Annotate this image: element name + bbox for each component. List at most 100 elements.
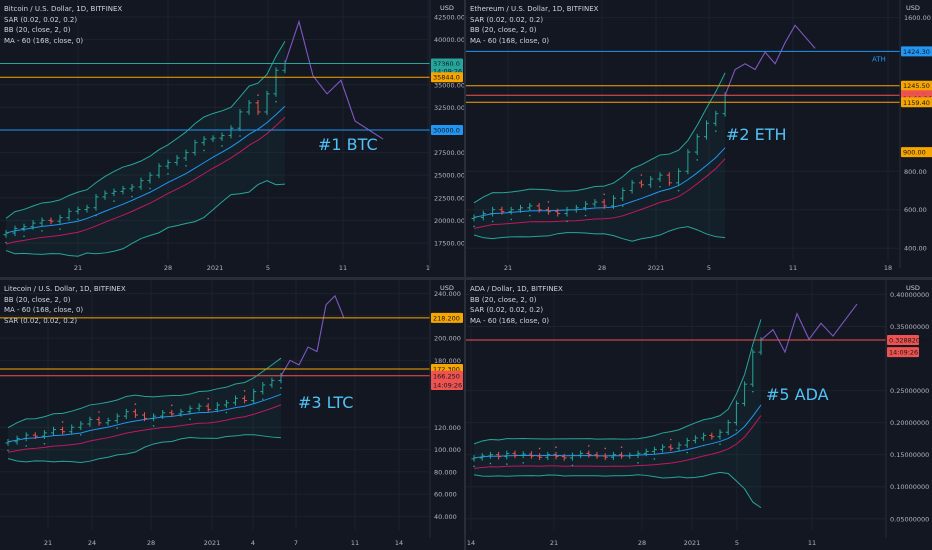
price-tick-label: 1600.00 [904, 14, 931, 22]
price-tag: 1159.40 [901, 97, 932, 108]
sar-dot [116, 427, 118, 429]
price-tag-bg [887, 347, 919, 358]
sar-dot [239, 135, 241, 137]
price-tick-label: 35000.00 [434, 81, 464, 89]
eth-chart-panel[interactable]: 1600.00 800.00 600.00 400.00 21 28 2021 5 11 18 14… [466, 0, 932, 277]
date-tick-label: 4 [251, 539, 255, 547]
date-tick-label: 18 [884, 264, 892, 272]
date-tick-label: 11 [808, 539, 816, 547]
price-tag: 166.250 [431, 370, 463, 381]
price-tick-label: 100.000 [434, 446, 461, 454]
sar-dot [7, 449, 9, 452]
bollinger-band-fill [8, 358, 281, 463]
date-tick-label: 2021 [204, 539, 221, 547]
ath-label: ATH [872, 55, 886, 63]
price-tag-label: 14:09:26 [433, 381, 462, 389]
legend-indicator: SAR (0.02, 0.02, 0.2) [4, 316, 78, 325]
date-tick-label: 11 [789, 264, 797, 272]
price-tag-label: 900.00 [903, 149, 926, 157]
candles [471, 92, 728, 228]
sar-dot [715, 130, 717, 132]
ada-chart-svg[interactable]: 0.40000000 0.35000000 0.25000000 0.20000000… [466, 280, 932, 550]
date-tick-label: 2021 [207, 264, 224, 272]
sar-dot [571, 464, 574, 467]
bollinger-band-fill [6, 41, 285, 257]
legend-indicator: SAR (0.02, 0.02, 0.2) [470, 15, 544, 24]
date-tick-label: 24 [88, 539, 96, 547]
legend-indicator: BB (20, close, 2, 0) [4, 295, 71, 304]
legend-indicator: MA - 60 (168, close, 0) [470, 316, 550, 325]
date-tick-label: 1 [426, 264, 430, 272]
price-tag-label: 14:09:26 [433, 67, 462, 75]
projection-path [724, 24, 816, 96]
price-tick-label: 60.000 [434, 491, 457, 499]
sar-dot [604, 447, 606, 450]
price-tag-label: 172.300 [433, 366, 460, 374]
price-tag-bg [431, 312, 463, 323]
levels [0, 62, 430, 131]
price-tick-label: 240.000 [434, 290, 461, 298]
price-tag-label: 166.250 [433, 372, 460, 380]
sar-dot [473, 465, 475, 468]
date-tick-label: 28 [147, 539, 155, 547]
price-tick-label: 0.25000000 [890, 387, 929, 395]
price-tag: 30000.0 [431, 125, 463, 135]
sar-dot [529, 214, 531, 217]
date-tick-label: 21 [44, 539, 52, 547]
btc-chart-svg[interactable]: 42500.00 40000.00 35000.00 32500.00 27500.00… [0, 0, 464, 277]
sar-dot [622, 205, 624, 207]
ltc-chart-svg[interactable]: 240.000220.000200.000180.000120.000100.0… [0, 280, 464, 550]
sar-dot [95, 214, 97, 217]
date-tick-label: 5 [735, 539, 739, 547]
sar-dot [702, 444, 705, 447]
price-tick-label: 200.000 [434, 335, 461, 343]
price-tick-label: 32500.00 [434, 104, 464, 112]
projection-path [280, 294, 345, 377]
price-tick-label: 800.00 [904, 168, 927, 176]
date-tick-label: 28 [638, 539, 646, 547]
price-tick-label: 80.000 [434, 468, 457, 476]
sar-dot [686, 451, 688, 454]
price-tag: 14:09:26 [887, 347, 919, 358]
price-tick-label: 0.10000000 [890, 483, 929, 491]
panel-divider-horizontal[interactable] [0, 277, 932, 280]
bollinger-lower [7, 434, 282, 463]
candles [5, 372, 284, 452]
ltc-chart-panel[interactable]: 240.000220.000200.000180.000120.000100.0… [0, 280, 464, 550]
sar-dot [637, 462, 639, 464]
candles [471, 337, 764, 468]
date-tick-label: 28 [164, 264, 172, 272]
bollinger-lower [473, 226, 726, 242]
legend-title: Bitcoin / U.S. Dollar, 1D, BITFINEX [4, 5, 123, 13]
sar-dot [80, 433, 82, 436]
date-tick-label: 21 [504, 264, 512, 272]
panel-divider-vertical[interactable] [464, 0, 466, 550]
btc-chart-panel[interactable]: 42500.00 40000.00 35000.00 32500.00 27500.00… [0, 0, 464, 277]
sar-dot [538, 447, 541, 450]
price-tag-label: 30000.0 [433, 127, 460, 135]
date-tick-label: 5 [266, 264, 270, 272]
ada-chart-panel[interactable]: 0.40000000 0.35000000 0.25000000 0.20000000… [466, 280, 932, 550]
price-tick-label: 0.35000000 [890, 323, 929, 331]
sar-dot [603, 193, 605, 196]
sar-dot [659, 186, 661, 188]
sar-dot [23, 235, 25, 238]
price-tick-label: 120.000 [434, 424, 461, 432]
sar-dot [113, 200, 115, 202]
price-tag: 1424.30 [901, 46, 932, 57]
price-tick-label: 40.000 [434, 513, 457, 521]
price-tag-label: 1424.30 [903, 48, 930, 56]
sar-dot [243, 390, 246, 392]
sar-dot [207, 397, 209, 400]
date-tick-label: 11 [339, 264, 347, 272]
sar-dot [275, 100, 277, 103]
price-tag-bg [431, 72, 463, 83]
btc-legend: Bitcoin / U.S. Dollar, 1D, BITFINEX SAR … [4, 4, 122, 46]
sar-dot [131, 195, 133, 198]
price-tag: 1245.50 [901, 80, 932, 91]
eth-chart-svg[interactable]: 1600.00 800.00 600.00 400.00 21 28 2021 5 11 18 14… [466, 0, 932, 277]
sar-dot [506, 463, 508, 465]
sar-dot [167, 173, 169, 175]
legend-title: ADA / Dollar, 1D, BITFINEX [470, 285, 563, 293]
price-tag: 900.00 [901, 147, 932, 158]
